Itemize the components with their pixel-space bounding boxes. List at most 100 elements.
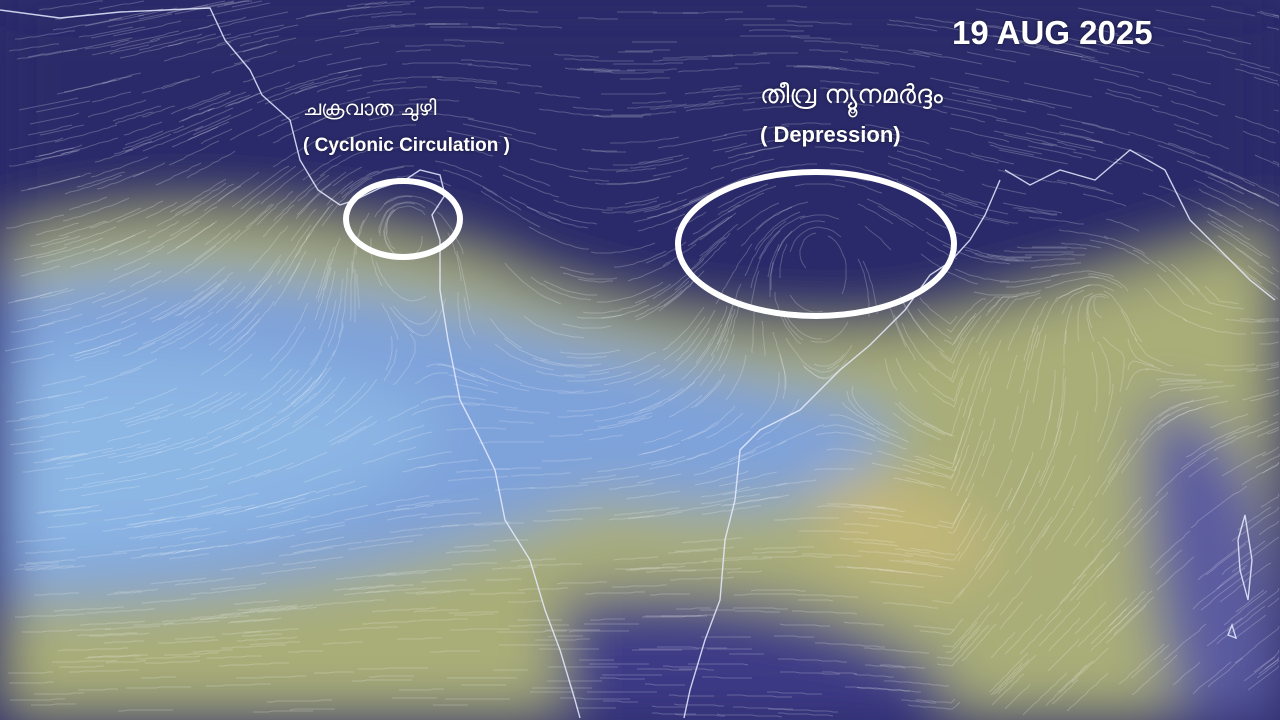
wind-streak: [778, 658, 847, 663]
wind-streak: [1023, 465, 1055, 525]
wind-streak: [272, 115, 333, 144]
wind-streak: [839, 537, 895, 543]
wind-streak: [705, 412, 744, 439]
wind-streak: [1113, 596, 1155, 636]
wind-streak: [852, 130, 903, 142]
wind-streak: [556, 581, 607, 585]
wind-streak: [987, 141, 1043, 155]
wind-streak: [153, 391, 219, 421]
wind-streak: [594, 178, 661, 185]
wind-streak: [613, 158, 674, 166]
wind-streak: [280, 367, 328, 414]
wind-streak: [733, 706, 793, 710]
wind-streak: [948, 336, 975, 383]
wind-streak: [839, 42, 879, 47]
wind-streak: [632, 100, 672, 104]
wind-streak: [495, 487, 535, 491]
wind-streak: [294, 74, 363, 95]
wind-streak: [399, 110, 435, 113]
wind-streak: [1013, 207, 1057, 215]
wind-streak: [141, 676, 176, 679]
wind-streak: [1172, 661, 1201, 686]
wind-streak: [189, 452, 238, 470]
wind-streak: [1025, 253, 1085, 256]
wind-streak: [1110, 33, 1165, 47]
wind-streak: [482, 186, 522, 211]
wind-streak: [627, 103, 688, 109]
wind-streak: [523, 315, 585, 339]
wind-streak: [608, 515, 654, 521]
wind-streak: [498, 9, 538, 13]
wind-streak: [509, 624, 569, 627]
wind-streak: [736, 202, 780, 231]
wind-streak: [630, 157, 690, 169]
wind-streak: [370, 238, 383, 287]
wind-streak: [1059, 124, 1095, 134]
wind-streak: [175, 467, 215, 480]
wind-streak: [722, 482, 788, 496]
wind-streak: [693, 458, 748, 476]
wind-streak: [558, 414, 593, 418]
wind-streak: [1044, 507, 1074, 551]
wind-streak: [1272, 412, 1280, 417]
wind-streak: [204, 200, 261, 246]
wind-streak: [395, 499, 451, 508]
wind-streak: [76, 171, 126, 188]
wind-streak: [1158, 395, 1220, 418]
wind-streak: [397, 637, 442, 640]
wind-streak: [317, 258, 332, 303]
wind-streak: [69, 669, 139, 673]
wind-streak: [913, 453, 958, 469]
wind-streak: [880, 664, 925, 669]
wind-streak: [882, 99, 948, 114]
wind-streak: [802, 553, 862, 557]
wind-streak: [1090, 608, 1128, 645]
wind-streak: [982, 417, 996, 457]
wind-streak: [683, 102, 724, 109]
wind-streak: [1273, 109, 1280, 112]
wind-streak: [1240, 318, 1279, 321]
wind-streak: [402, 62, 472, 65]
wind-streak: [241, 607, 297, 614]
wind-streak: [564, 67, 635, 72]
wind-streak: [846, 566, 913, 574]
wind-streak: [219, 662, 289, 667]
wind-streak: [702, 676, 752, 679]
wind-streak: [1272, 160, 1280, 166]
wind-streak: [15, 613, 85, 618]
wind-streak: [829, 414, 890, 438]
wind-streak: [1006, 451, 1034, 512]
wind-streak: [752, 550, 798, 554]
wind-streak: [568, 175, 609, 182]
wind-streak: [1127, 338, 1155, 367]
wind-streak: [597, 281, 664, 303]
wind-streak: [568, 630, 629, 633]
wind-streak: [699, 215, 733, 241]
wind-streak: [1069, 563, 1105, 602]
wind-streak: [68, 196, 108, 211]
wind-streak: [1204, 285, 1240, 305]
wind-streak: [1105, 604, 1147, 644]
wind-streak: [191, 613, 242, 619]
wind-streak: [853, 510, 904, 518]
wind-streak: [379, 202, 416, 236]
wind-streak: [323, 641, 363, 645]
wind-streak: [168, 140, 220, 166]
wind-streak: [150, 577, 207, 585]
wind-streak: [404, 113, 475, 120]
wind-streak: [454, 613, 494, 616]
wind-streak: [1012, 469, 1041, 525]
wind-streak: [231, 284, 273, 331]
wind-streak: [450, 628, 510, 631]
wind-streak: [1011, 389, 1029, 453]
wind-streak: [322, 237, 341, 291]
wind-streak: [172, 107, 234, 134]
wind-streak: [474, 86, 521, 94]
wind-streak: [920, 629, 955, 635]
wind-streak: [498, 165, 551, 187]
wind-streak: [907, 701, 961, 710]
wind-streak: [332, 485, 368, 496]
wind-streak: [701, 85, 742, 91]
wind-streak: [985, 295, 1019, 317]
wind-streak: [63, 226, 117, 246]
